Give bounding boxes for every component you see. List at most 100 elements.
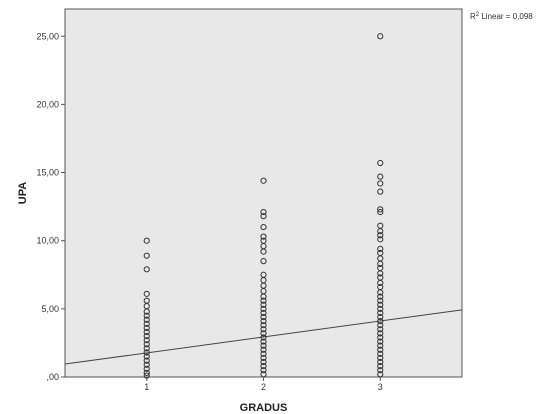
data-point (143, 369, 150, 377)
y-tick-label: 20,00 (36, 99, 59, 109)
data-point (260, 362, 267, 370)
r2-text: Linear = 0,098 (479, 12, 533, 21)
data-point (377, 245, 384, 252)
data-point (260, 342, 267, 349)
x-tick-label: 2 (261, 382, 266, 392)
data-point (377, 228, 384, 235)
data-point (143, 341, 150, 348)
data-point (260, 322, 267, 329)
data-point (377, 159, 384, 167)
data-point (377, 173, 384, 180)
data-point (260, 208, 267, 216)
data-point (377, 358, 384, 366)
data-point (377, 289, 384, 296)
data-point (377, 362, 384, 370)
data-point (377, 354, 384, 362)
data-point (143, 290, 150, 297)
data-point (260, 318, 267, 325)
data-point (377, 232, 384, 239)
data-point (143, 320, 150, 327)
data-point (260, 330, 267, 337)
data-point (260, 371, 267, 378)
data-point (143, 316, 150, 323)
data-point (143, 237, 150, 244)
data-point (377, 346, 384, 353)
data-point (260, 213, 267, 220)
data-point (260, 326, 267, 333)
data-point (260, 258, 267, 265)
data-point (377, 338, 384, 345)
data-point (260, 293, 267, 300)
data-points (143, 33, 384, 379)
data-point (260, 367, 267, 374)
data-point (377, 180, 384, 187)
data-point (143, 312, 150, 319)
data-point (143, 266, 150, 273)
y-axis-ticks: ,00 5,00 10,00 15,00 20,00 25,00 (36, 31, 65, 382)
y-tick-label: ,00 (46, 372, 59, 382)
data-point (377, 293, 384, 300)
data-point (143, 357, 150, 364)
data-point (377, 326, 384, 333)
data-point (143, 349, 150, 356)
data-point (377, 236, 384, 243)
data-point (260, 334, 267, 341)
data-point (260, 346, 267, 353)
data-point (143, 361, 150, 368)
data-point (143, 345, 150, 352)
data-point (260, 248, 267, 255)
data-point (377, 309, 384, 317)
data-point (377, 206, 384, 213)
data-point (143, 252, 150, 259)
data-point (377, 322, 384, 329)
data-point (143, 324, 150, 332)
data-point (143, 333, 150, 340)
data-point (377, 208, 384, 216)
data-point (260, 338, 267, 345)
data-point (377, 367, 384, 374)
data-point (143, 365, 150, 372)
data-point (377, 260, 384, 267)
data-point (260, 297, 267, 304)
data-point (260, 313, 267, 321)
data-point (377, 334, 384, 341)
data-point (260, 301, 267, 308)
x-tick-label: 1 (144, 382, 149, 392)
data-point (260, 305, 267, 312)
data-point (260, 177, 267, 184)
x-tick-label: 3 (378, 382, 383, 392)
r-squared-label: R2 Linear = 0,098 (470, 12, 533, 21)
x-axis-ticks: 1 2 3 (144, 377, 383, 392)
data-point (260, 223, 267, 231)
data-point (377, 313, 384, 321)
y-tick-label: 10,00 (36, 236, 59, 246)
y-tick-label: 25,00 (36, 31, 59, 41)
data-point (377, 188, 384, 195)
data-point (377, 342, 384, 349)
data-point (143, 353, 150, 360)
data-point (143, 337, 150, 344)
data-point (260, 354, 267, 362)
data-point (377, 279, 384, 287)
data-point (260, 309, 267, 317)
data-point (377, 305, 384, 312)
r2-prefix: R (470, 12, 476, 21)
data-point (377, 371, 384, 378)
data-point (377, 318, 384, 325)
y-axis-title: UPA (17, 182, 29, 204)
x-axis-title: GRADUS (240, 402, 288, 414)
data-point (143, 308, 150, 315)
data-point (143, 328, 150, 336)
data-point (377, 330, 384, 337)
data-point (377, 33, 384, 40)
y-tick-label: 5,00 (41, 304, 59, 314)
data-point (377, 301, 384, 308)
data-point (377, 297, 384, 304)
data-point (260, 358, 267, 366)
data-point (260, 350, 267, 357)
r2-superscript: 2 (476, 12, 480, 18)
data-point (377, 270, 384, 277)
fit-line-layer (64, 309, 463, 365)
data-point (377, 350, 384, 357)
